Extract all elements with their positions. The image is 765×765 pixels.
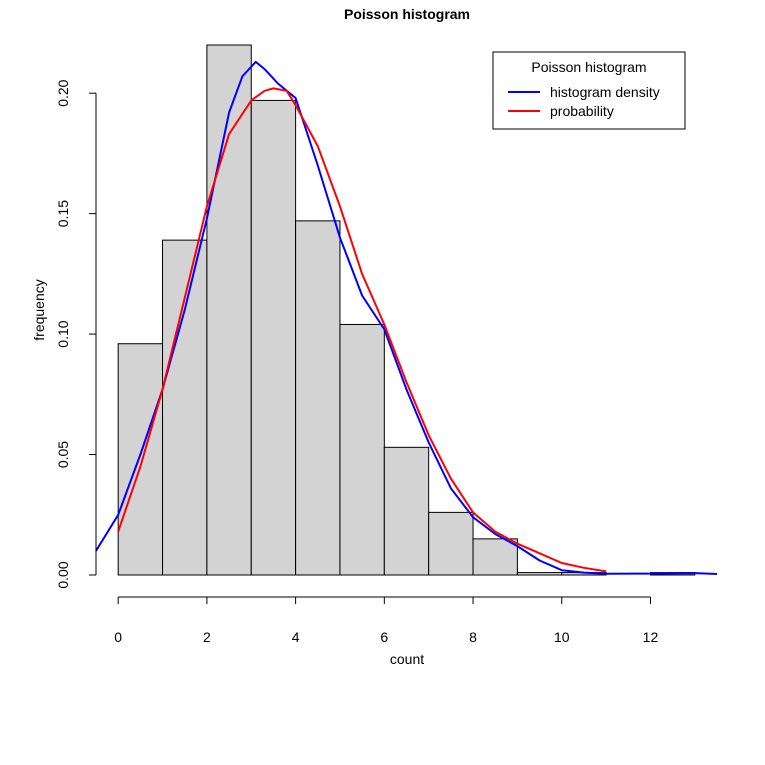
histogram-bar-3-4: [250, 99, 297, 576]
legend-title: Poisson histogram: [531, 59, 646, 75]
x-axis-label: count: [390, 651, 424, 667]
y-tick-label: 0.00: [55, 561, 71, 588]
y-tick-label: 0.15: [55, 200, 71, 227]
legend-label-probability: probability: [550, 103, 614, 119]
density-lines: [95, 60, 718, 575]
x-tick-label: 12: [643, 629, 659, 645]
histogram-bar-5-6: [339, 323, 385, 576]
legend-box: [492, 51, 686, 130]
y-tick-label: 0.10: [55, 320, 71, 347]
legend: Poisson histogram histogram density prob…: [492, 51, 686, 130]
x-tick-label: 10: [554, 629, 570, 645]
histogram-bar-7-8: [428, 511, 474, 576]
series-line-probability: [117, 87, 607, 573]
histogram-bar-9-10: [516, 572, 563, 576]
y-axis: 0.00 0.05 0.10 0.15 0.20: [55, 79, 97, 589]
histogram-bar-8-9: [472, 538, 518, 576]
x-tick-label: 0: [114, 629, 122, 645]
y-axis-label: frequency: [31, 279, 47, 340]
x-tick-label: 2: [203, 629, 211, 645]
histogram-bar-6-7: [383, 446, 430, 576]
x-tick-label: 8: [469, 629, 477, 645]
histogram-bar-4-5: [295, 220, 341, 576]
chart-title: Poisson histogram: [344, 6, 470, 22]
histogram-bar-2-3: [206, 44, 252, 576]
histogram-bar-1-2: [162, 239, 208, 576]
histogram-bars: [117, 44, 696, 576]
series-line-histogram-density: [95, 60, 718, 575]
y-tick-label: 0.05: [55, 441, 71, 468]
histogram-bar-0-1: [117, 343, 164, 576]
x-axis: 0 2 4 6 8 10 12: [114, 596, 659, 645]
y-tick-label: 0.20: [55, 79, 71, 106]
x-tick-label: 4: [292, 629, 300, 645]
x-tick-label: 6: [380, 629, 388, 645]
legend-label-histogram-density: histogram density: [550, 84, 660, 100]
